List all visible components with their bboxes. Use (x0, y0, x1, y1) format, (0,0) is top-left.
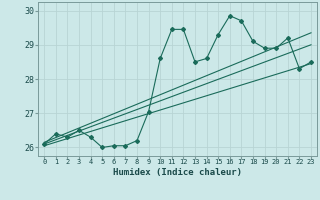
X-axis label: Humidex (Indice chaleur): Humidex (Indice chaleur) (113, 168, 242, 177)
